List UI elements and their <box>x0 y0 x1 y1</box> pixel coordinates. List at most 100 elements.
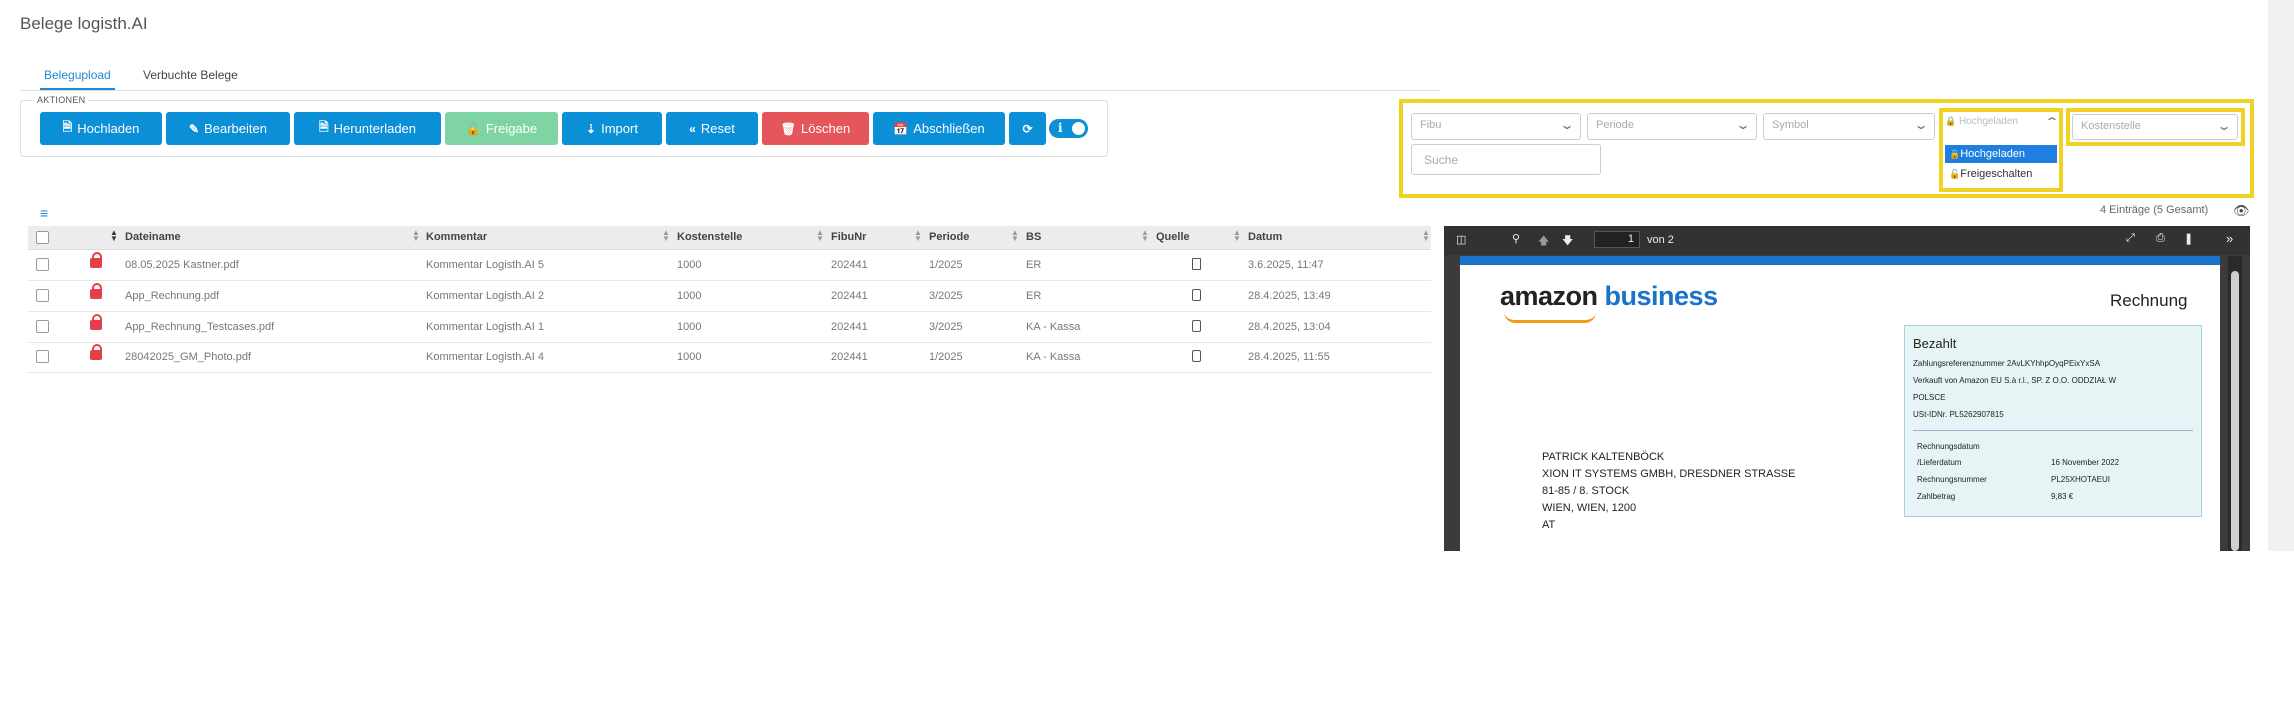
pdf-scrollbar-thumb[interactable] <box>2231 271 2239 551</box>
sort-icon[interactable]: ▲ ▼ <box>1141 228 1149 243</box>
filter-legend: ··· <box>1416 96 1423 103</box>
status-option-hochgeladen[interactable]: 🔒Hochgeladen <box>1945 145 2057 163</box>
page-title: Belege logisth.AI <box>20 14 148 33</box>
bearbeiten-button[interactable]: ✎ Bearbeiten <box>166 112 290 145</box>
column-header-fibunr[interactable]: FibuNr <box>831 231 867 243</box>
logo-business: business <box>1604 281 1719 311</box>
lock-icon: 🔒 <box>1945 116 1957 126</box>
address-line: XION IT SYSTEMS GMBH, DRESDNER STRASSE <box>1542 468 1796 480</box>
sort-icon[interactable]: ▲ ▼ <box>914 228 922 243</box>
cell-datum: 28.4.2025, 13:49 <box>1248 290 1331 302</box>
info-toggle[interactable]: i <box>1049 119 1088 138</box>
import-button[interactable]: ⇣ Import <box>562 112 662 145</box>
column-header-datum[interactable]: Datum <box>1248 231 1283 243</box>
sort-icon[interactable]: ▲ ▼ <box>110 228 118 243</box>
more-tools-icon[interactable]: » <box>2226 231 2234 246</box>
lock-icon <box>90 344 102 360</box>
sort-icon[interactable]: ▲ ▼ <box>1011 228 1019 243</box>
cell-fibunr: 202441 <box>831 290 868 302</box>
cell-bs: ER <box>1026 290 1042 302</box>
table-row[interactable]: 28042025_GM_Photo.pdf Kommentar Logisth.… <box>28 342 1431 373</box>
table-row[interactable]: 08.05.2025 Kastner.pdf Kommentar Logisth… <box>28 250 1431 281</box>
upload-file-icon: 🗎 <box>62 120 73 134</box>
chevron-up-icon: ⌃ <box>2044 115 2060 129</box>
chevron-down-icon: ⌄ <box>2216 119 2232 133</box>
address-line: 81-85 / 8. STOCK <box>1542 485 1630 497</box>
amazon-smile-logo <box>1504 312 1596 323</box>
cell-bs: ER <box>1026 259 1042 271</box>
sort-icon[interactable]: ▲ ▼ <box>662 228 670 243</box>
table-header: ▲ ▼ Dateiname ▲ ▼ Kommentar ▲ ▼ Kostenstell… <box>28 226 1431 250</box>
table-row[interactable]: App_Rechnung_Testcases.pdf Kommentar Log… <box>28 312 1431 343</box>
actions-panel <box>20 100 1108 157</box>
sort-icon[interactable]: ▲ ▼ <box>1233 228 1241 243</box>
double-chevron-left-icon: « <box>689 121 696 136</box>
cell-kostenstelle: 1000 <box>677 321 702 333</box>
row-checkbox[interactable] <box>36 258 49 271</box>
sort-icon[interactable]: ▲ ▼ <box>816 228 824 243</box>
reset-button[interactable]: « Reset <box>666 112 758 145</box>
tab-verbuchte-belege[interactable]: Verbuchte Belege <box>143 68 238 82</box>
print-icon[interactable]: ⎙ <box>2156 232 2165 244</box>
cell-bs: KA - Kassa <box>1026 351 1081 363</box>
column-header-bs[interactable]: BS <box>1026 231 1042 243</box>
edit-icon: ✎ <box>189 121 200 136</box>
search-icon[interactable]: ⚲ <box>1512 233 1521 245</box>
kostenstelle-select-highlight <box>2066 108 2245 146</box>
row-checkbox[interactable] <box>36 350 49 363</box>
logo-amazon: amazon <box>1500 281 1598 311</box>
chevron-down-icon: ⌄ <box>1913 118 1929 132</box>
column-menu-icon[interactable]: ≡ <box>40 205 49 221</box>
sort-icon[interactable]: ▲ ▼ <box>1422 228 1430 243</box>
status-select[interactable]: 🔒 Hochgeladen ⌃ <box>1943 112 2060 137</box>
detail-value: 9,83 € <box>2051 492 2074 501</box>
sort-icon[interactable]: ▲ ▼ <box>412 228 420 243</box>
refresh-button[interactable]: ⟳ <box>1009 112 1046 145</box>
fibu-select[interactable]: Fibu ⌄ <box>1411 113 1581 140</box>
mobile-icon <box>1192 289 1201 301</box>
abschliessen-button[interactable]: 📅 Abschließen <box>873 112 1005 145</box>
loeschen-button[interactable]: 🗑 Löschen <box>762 112 869 145</box>
page-number-input[interactable]: 1 <box>1594 231 1640 248</box>
cell-kostenstelle: 1000 <box>677 259 702 271</box>
hochladen-label: Hochladen <box>77 121 140 136</box>
symbol-select[interactable]: Symbol ⌄ <box>1763 113 1935 140</box>
detail-value: 16 November 2022 <box>2051 458 2120 467</box>
arrow-down-icon[interactable]: 🡇 <box>1562 235 1574 247</box>
import-icon: ⇣ <box>586 121 597 136</box>
sidebar-toggle-icon[interactable]: ◫ <box>1456 234 1467 246</box>
entries-count: 4 Einträge (5 Gesamt) <box>2100 204 2209 216</box>
actions-legend: AKTIONEN <box>34 95 89 105</box>
column-header-kommentar[interactable]: Kommentar <box>426 231 488 243</box>
cell-kommentar: Kommentar Logisth.AI 1 <box>426 321 545 333</box>
refresh-icon: ⟳ <box>1022 121 1033 136</box>
herunterladen-button[interactable]: 🗎 Herunterladen <box>294 112 441 145</box>
cell-dateiname: App_Rechnung_Testcases.pdf <box>125 321 275 333</box>
tab-belegupload[interactable]: Belegupload <box>40 64 115 90</box>
column-header-kostenstelle[interactable]: Kostenstelle <box>677 231 743 243</box>
search-input[interactable]: Suche <box>1411 144 1601 175</box>
page-scrollbar[interactable] <box>2268 0 2294 551</box>
select-all-checkbox[interactable] <box>36 231 49 244</box>
kostenstelle-select[interactable]: Kostenstelle ⌄ <box>2072 114 2238 140</box>
periode-select[interactable]: Periode ⌄ <box>1587 113 1757 140</box>
blank-area <box>0 551 2294 701</box>
unlock-icon: 🔓 <box>465 121 481 136</box>
paid-line: Zahlungsreferenznummer 2AvLKYhhpOyqPEixY… <box>1913 359 2101 368</box>
freigabe-button[interactable]: 🔓 Freigabe <box>445 112 558 145</box>
column-header-dateiname[interactable]: Dateiname <box>125 231 181 243</box>
row-checkbox[interactable] <box>36 289 49 302</box>
bookmark-icon[interactable]: ❚ <box>2184 233 2194 245</box>
table-row[interactable]: App_Rechnung.pdf Kommentar Logisth.AI 2 … <box>28 281 1431 312</box>
column-header-periode[interactable]: Periode <box>929 231 970 243</box>
status-placeholder: Hochgeladen <box>1959 116 2018 127</box>
status-option-freigeschalten[interactable]: 🔓Freigeschalten <box>1945 165 2057 183</box>
row-checkbox[interactable] <box>36 320 49 333</box>
paid-title: Bezahlt <box>1913 336 1957 351</box>
column-header-quelle[interactable]: Quelle <box>1156 231 1190 243</box>
arrow-up-icon[interactable]: 🡅 <box>1538 235 1550 247</box>
fullscreen-icon[interactable]: ⤢ <box>2126 232 2135 244</box>
cell-dateiname: App_Rechnung.pdf <box>125 290 220 302</box>
eye-icon[interactable]: 👁 <box>2233 203 2250 218</box>
hochladen-button[interactable]: 🗎 Hochladen <box>40 112 162 145</box>
